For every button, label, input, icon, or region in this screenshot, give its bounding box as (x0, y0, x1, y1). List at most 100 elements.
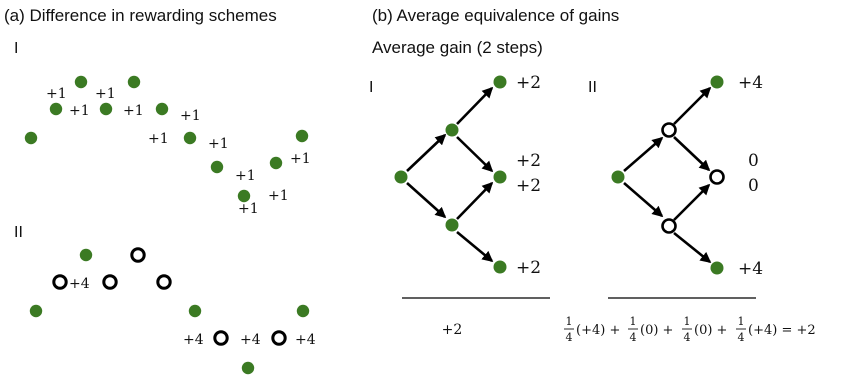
tree-1-leaf-node (493, 170, 507, 184)
row-2-open-node (130, 247, 146, 263)
tree-2-open-leaf-node (709, 169, 725, 185)
tree-2-leaf-reward: +4 (738, 259, 763, 279)
equation-term-text: (+4) + (576, 323, 620, 338)
fraction-denominator: 4 (738, 331, 745, 344)
equation-term: 1 4 (0) + (628, 315, 673, 344)
panel-b-subtitle: Average gain (2 steps) (372, 38, 543, 57)
row-2-reward: +4 (69, 276, 90, 292)
row-2-nodes (29, 247, 310, 375)
row-2-node (29, 304, 43, 318)
row-2-node (296, 304, 310, 318)
row-1-node (210, 160, 224, 174)
equation-term-text: (0) + (694, 323, 727, 338)
tree-1-node (445, 218, 459, 232)
tree-1-leaf-node (493, 75, 507, 89)
row-1-node (155, 102, 169, 116)
row-1-node (237, 189, 251, 203)
tree-2-root-node (611, 170, 625, 184)
tree-1-edge (456, 86, 494, 125)
row-2-node (241, 361, 255, 375)
tree-2-edge (623, 182, 664, 218)
row-2-open-node (156, 274, 172, 290)
row-1-reward: +1 (268, 188, 289, 204)
row-1-nodes (24, 75, 309, 203)
fraction-denominator: 4 (630, 331, 637, 344)
row-2-node (79, 248, 93, 262)
fraction-numerator: 1 (738, 315, 745, 328)
tree-2: II +4 0 0 +4 1 (564, 73, 816, 344)
fraction-denominator: 4 (684, 331, 691, 344)
row-2-label: II (14, 224, 23, 241)
row-1-reward: +1 (290, 151, 311, 167)
tree-2-leaf-node (710, 261, 724, 275)
tree-2-edge (673, 231, 712, 264)
row-1-reward: +1 (69, 103, 90, 119)
row-1-reward: +1 (95, 86, 116, 102)
tree-1-node (445, 123, 459, 137)
panel-a: (a) Difference in rewarding schemes I +1… (4, 6, 316, 375)
row-1-node (24, 131, 38, 145)
row-1-reward: +1 (208, 136, 229, 152)
tree-2-edges (623, 86, 712, 264)
tree-1-edge (456, 136, 494, 173)
row-1-node (99, 102, 113, 116)
row-2-open-node (102, 274, 118, 290)
row-2-reward: +4 (295, 332, 316, 348)
row-1-label: I (14, 40, 18, 57)
tree-2-equation: 1 4 (+4) + 1 4 (0) + 1 4 (0) + (564, 315, 816, 344)
panel-b-title: (b) Average equivalence of gains (372, 6, 619, 25)
tree-1-leaf-reward: +2 (516, 151, 541, 171)
tree-2-leaf-reward: 0 (748, 176, 759, 196)
fraction-numerator: 1 (630, 315, 637, 328)
tree-1-result: +2 (442, 322, 463, 338)
row-1-reward: +1 (235, 168, 256, 184)
fraction-denominator: 4 (566, 331, 573, 344)
row-2-reward: +4 (240, 332, 261, 348)
tree-1-root-node (394, 170, 408, 184)
tree-2-leaf-reward: 0 (748, 151, 759, 171)
tree-2-edge (673, 183, 711, 221)
tree-1-edge (406, 182, 447, 219)
row-1-reward: +1 (46, 86, 67, 102)
tree-2-leaf-node (710, 75, 724, 89)
tree-2-label: II (588, 79, 597, 96)
equation-term-text: (0) + (640, 323, 673, 338)
tree-2-edge (673, 136, 711, 172)
row-2-rewards: +4 +4 +4 +4 (69, 276, 316, 348)
tree-1-edge (456, 181, 494, 220)
row-1-node (74, 75, 88, 89)
tree-2-edge (673, 86, 712, 125)
panel-b: (b) Average equivalence of gains Average… (369, 6, 816, 344)
row-2-open-node (52, 274, 68, 290)
tree-1-label: I (369, 79, 373, 96)
tree-2-open-node (661, 218, 677, 234)
equation-term-text: (+4) = +2 (748, 323, 816, 338)
tree-1-edges (406, 86, 494, 263)
row-1-node (49, 102, 63, 116)
tree-1-leaf-node (493, 260, 507, 274)
tree-1-leaf-reward: +2 (516, 73, 541, 93)
row-2-node (188, 304, 202, 318)
equation-term: 1 4 (0) + (682, 315, 727, 344)
tree-1: I +2 +2 +2 +2 +2 (369, 73, 550, 338)
row-1-reward: +1 (123, 103, 144, 119)
row-1-reward: +1 (148, 131, 169, 147)
row-1-rewards: +1 +1 +1 +1 +1 +1 +1 +1 +1 +1 +1 (46, 86, 311, 217)
panel-a-title: (a) Difference in rewarding schemes (4, 6, 277, 25)
equation-term: 1 4 (+4) + (564, 315, 620, 344)
row-2-open-node (271, 330, 287, 346)
row-1-node (269, 156, 283, 170)
tree-1-leaf-reward: +2 (516, 258, 541, 278)
tree-2-edge (623, 136, 664, 172)
row-1-reward: +1 (180, 108, 201, 124)
fraction-numerator: 1 (566, 315, 573, 328)
tree-2-open-node (661, 122, 677, 138)
row-1-reward: +1 (238, 201, 259, 217)
row-1-node (127, 75, 141, 89)
row-2-reward: +4 (183, 332, 204, 348)
row-1-node (183, 131, 197, 145)
fraction-numerator: 1 (684, 315, 691, 328)
tree-1-edge (456, 230, 494, 263)
tree-1-edge (406, 133, 447, 172)
